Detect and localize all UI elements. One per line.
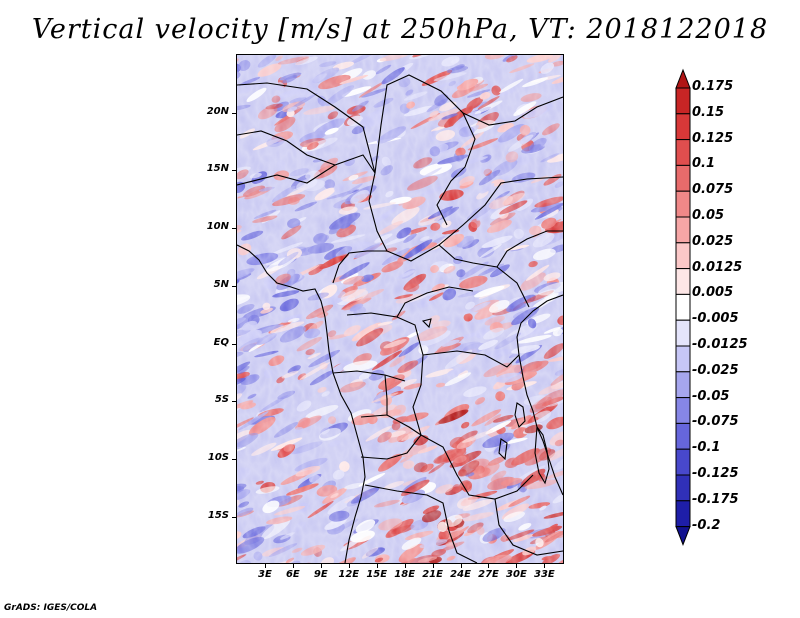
colorbar-level-label: 0.075: [692, 182, 734, 198]
colorbar-box: [675, 448, 691, 476]
map-plot-area: [236, 54, 564, 564]
lat-tick: [232, 170, 237, 172]
lon-tick: [348, 563, 350, 568]
colorbar-level-label: 0.1: [692, 156, 716, 172]
colorbar-level-label: 0.15: [692, 104, 725, 120]
colorbar-bottom-arrow: [675, 526, 691, 546]
colorbar-box: [675, 319, 691, 347]
lon-tick: [516, 563, 518, 568]
lon-label: 27E: [478, 569, 499, 580]
lon-label: 30E: [506, 569, 527, 580]
velocity-field-map: [237, 55, 563, 563]
lon-tick: [488, 563, 490, 568]
lat-label: 15N: [206, 163, 229, 175]
colorbar-box: [675, 190, 691, 218]
lat-tick: [232, 285, 237, 287]
colorbar-box: [675, 113, 691, 141]
colorbar-level-label: -0.2: [692, 517, 721, 533]
lon-tick: [320, 563, 322, 568]
colorbar-level-label: 0.175: [692, 79, 734, 94]
lon-label: 15E: [366, 569, 388, 580]
colorbar-level-label: -0.05: [692, 388, 730, 404]
lat-tick: [232, 516, 237, 518]
grads-credit: GrADS: IGES/COLA: [4, 603, 98, 613]
colorbar-level-label: 0.05: [692, 208, 725, 223]
colorbar-box: [675, 216, 691, 244]
lat-label: 20N: [206, 105, 229, 117]
colorbar-level-label: -0.1: [692, 440, 721, 456]
lat-tick: [232, 112, 237, 114]
colorbar-top-arrow: [675, 68, 691, 89]
lon-label: 9E: [313, 569, 328, 580]
colorbar-level-label: -0.075: [692, 414, 739, 430]
lat-label: 5S: [214, 394, 229, 406]
lon-label: 6E: [285, 569, 300, 580]
colorbar-level-label: 0.005: [692, 285, 734, 301]
lon-tick: [432, 563, 434, 568]
colorbar-box: [675, 474, 691, 502]
colorbar-level-label: -0.005: [692, 311, 739, 327]
lon-label: 33E: [533, 569, 555, 580]
lat-label: 10S: [207, 452, 229, 464]
lon-tick: [404, 563, 406, 568]
coastline: [237, 244, 366, 563]
lon-tick: [292, 563, 294, 568]
colorbar-box: [675, 500, 691, 528]
colorbar-level-label: -0.0125: [692, 337, 748, 352]
colorbar-box: [675, 293, 691, 321]
colorbar-box: [675, 268, 691, 295]
colorbar-level-label: -0.025: [692, 362, 739, 378]
lon-label: 24E: [450, 569, 471, 580]
lon-label: 18E: [394, 569, 416, 580]
lat-tick: [232, 459, 237, 461]
colorbar-level-label: -0.125: [692, 466, 739, 481]
colorbar-level-label: 0.0125: [692, 259, 743, 275]
lon-tick: [544, 563, 546, 568]
lat-label: 15S: [207, 509, 229, 521]
lat-tick: [232, 228, 237, 230]
colorbar-level-label: -0.175: [692, 491, 739, 507]
colorbar-box: [675, 422, 691, 450]
colorbar-level-label: 0.025: [692, 233, 734, 249]
colorbar-box: [675, 242, 691, 270]
colorbar-box: [675, 164, 691, 192]
lon-label: 21E: [422, 569, 443, 580]
lat-label: 5N: [213, 278, 229, 290]
lat-tick: [232, 401, 237, 403]
country-borders: [237, 74, 563, 563]
lat-label: 10N: [206, 221, 229, 233]
colorbar-box: [675, 87, 691, 115]
colorbar-box: [675, 371, 691, 399]
lon-label: 12E: [338, 569, 360, 580]
colorbar-box: [675, 345, 691, 373]
colorbar-box: [675, 139, 691, 166]
lon-tick: [460, 563, 462, 568]
map-title: Vertical velocity [m/s] at 250hPa, VT: 2…: [31, 14, 769, 45]
colorbar-level-label: 0.125: [692, 130, 734, 146]
lon-label: 3E: [258, 569, 272, 580]
lon-tick: [376, 563, 378, 568]
colorbar-box: [675, 397, 691, 424]
lat-label: EQ: [213, 336, 229, 348]
lon-tick: [264, 563, 266, 568]
lat-tick: [232, 343, 237, 345]
